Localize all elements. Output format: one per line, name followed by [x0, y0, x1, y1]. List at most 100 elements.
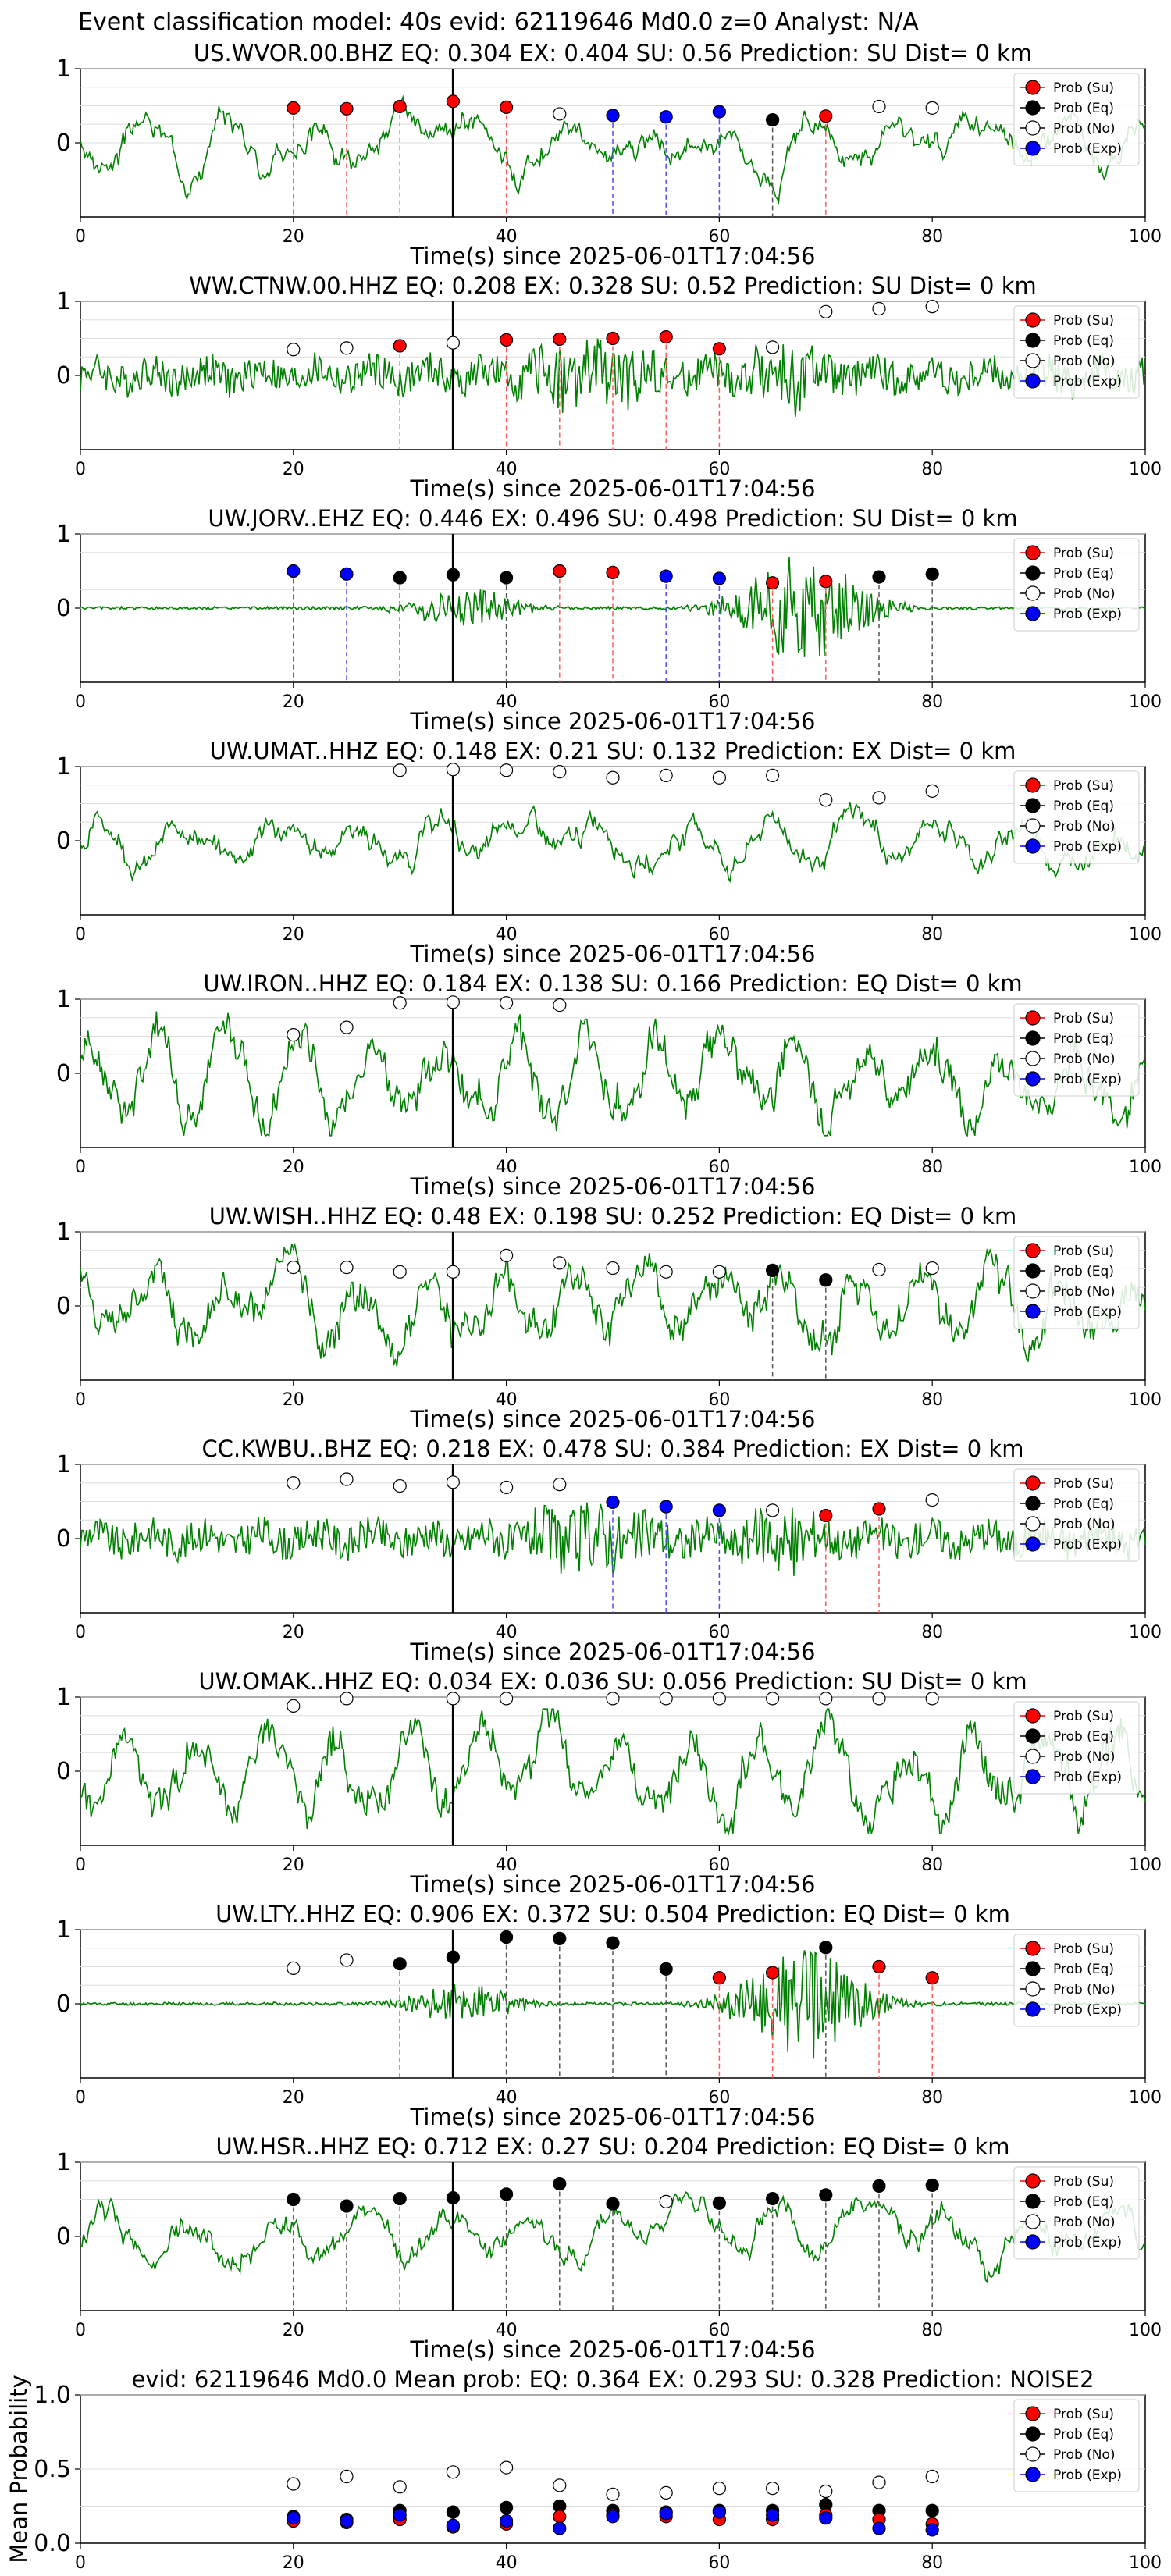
legend-box: [1013, 1468, 1140, 1562]
legend-label-eq: Prob (Eq): [1053, 2194, 1114, 2210]
mean-point-exp: [446, 2518, 461, 2532]
x-tick-label: 20: [283, 1623, 304, 1642]
legend-label-su: Prob (Su): [1053, 778, 1114, 794]
x-tick-label: 60: [708, 692, 730, 712]
prob-point-eq: [925, 2178, 939, 2193]
waveform-trace: [80, 338, 1146, 418]
legend-marker-exp: [1025, 1304, 1041, 1319]
prob-point-su: [819, 1508, 833, 1523]
prob-point-su: [393, 99, 407, 114]
panel-title: CC.KWBU..BHZ EQ: 0.218 EX: 0.478 SU: 0.3…: [202, 1436, 1024, 1462]
prob-point-no: [446, 1265, 461, 1279]
legend-label-eq: Prob (Eq): [1053, 566, 1114, 582]
y-tick-label: 1: [56, 55, 71, 83]
prob-point-eq: [553, 2176, 567, 2191]
legend-marker-no: [1025, 1981, 1041, 1997]
mean-point-exp: [553, 2521, 567, 2535]
prob-point-no: [872, 99, 886, 114]
legend-marker-eq: [1025, 565, 1041, 581]
legend-label-eq: Prob (Eq): [1053, 2427, 1114, 2443]
station-panel: WW.CTNW.00.HHZ EQ: 0.208 EX: 0.328 SU: 0…: [56, 272, 1162, 502]
station-panel: UW.WISH..HHZ EQ: 0.48 EX: 0.198 SU: 0.25…: [56, 1203, 1162, 1432]
x-tick-label: 80: [921, 2088, 943, 2108]
x-tick-label: 80: [921, 2321, 943, 2340]
prob-point-eq: [287, 2192, 301, 2207]
mean-point-no: [446, 2465, 461, 2479]
x-tick-label: 100: [1129, 1856, 1162, 1875]
legend-label-exp: Prob (Exp): [1053, 141, 1122, 157]
mean-point-no: [553, 2478, 567, 2492]
x-tick-label: 60: [708, 1623, 730, 1642]
legend-box: [1013, 2166, 1140, 2260]
waveform-trace: [80, 1949, 1146, 2059]
prob-point-no: [446, 1475, 461, 1489]
legend-label-no: Prob (No): [1053, 1749, 1116, 1765]
prob-point-no: [287, 1260, 301, 1275]
mean-point-exp: [872, 2521, 886, 2535]
mean-point-exp: [393, 2508, 407, 2522]
prob-point-no: [340, 341, 354, 355]
prob-point-exp: [659, 110, 673, 124]
y-tick-label: 0.5: [34, 2456, 71, 2483]
mean-point-su: [553, 2510, 567, 2524]
x-tick-label: 60: [708, 1390, 730, 1410]
x-tick-label: 80: [921, 692, 943, 712]
legend-label-su: Prob (Su): [1053, 2174, 1114, 2190]
x-axis-label: Time(s) since 2025-06-01T17:04:56: [410, 2104, 816, 2130]
legend-marker-exp: [1025, 1071, 1041, 1087]
y-tick-label: 0: [56, 1758, 71, 1785]
legend-marker-exp: [1025, 373, 1041, 389]
legend-marker-no: [1025, 2214, 1041, 2229]
prob-point-no: [393, 996, 407, 1010]
y-tick-label: 1: [56, 288, 71, 315]
mean-point-exp: [499, 2514, 514, 2528]
prob-point-no: [393, 1265, 407, 1279]
prob-point-no: [925, 1493, 939, 1507]
legend-label-exp: Prob (Exp): [1053, 607, 1122, 622]
x-tick-label: 0: [75, 692, 86, 712]
waveform-trace: [80, 1708, 1146, 1836]
legend-label-su: Prob (Su): [1053, 313, 1114, 329]
legend-label-exp: Prob (Exp): [1053, 1770, 1122, 1785]
prob-point-no: [287, 343, 301, 357]
x-tick-label: 20: [283, 925, 304, 945]
prob-point-no: [340, 1953, 354, 1967]
prob-point-no: [287, 1961, 301, 1975]
y-tick-label: 1: [56, 753, 71, 781]
prob-point-exp: [659, 569, 673, 583]
prob-point-no: [872, 1262, 886, 1277]
x-tick-label: 80: [921, 2553, 943, 2573]
prob-point-eq: [659, 1962, 673, 1976]
prob-point-no: [553, 1256, 567, 1270]
legend-label-eq: Prob (Eq): [1053, 1962, 1114, 1977]
legend-marker-eq: [1025, 1961, 1041, 1976]
x-tick-label: 40: [496, 692, 518, 712]
legend-label-no: Prob (No): [1053, 1517, 1116, 1532]
x-axis-label: Time(s) since 2025-06-01T17:04:56: [410, 2336, 816, 2363]
x-tick-label: 60: [708, 1856, 730, 1875]
x-tick-label: 100: [1129, 692, 1162, 712]
mean-point-exp: [287, 2511, 301, 2525]
x-tick-label: 40: [496, 925, 518, 945]
prob-point-exp: [712, 105, 727, 119]
mean-point-exp: [712, 2505, 727, 2519]
prob-point-no: [659, 768, 673, 783]
prob-point-no: [925, 784, 939, 798]
prob-point-no: [499, 1692, 514, 1706]
legend-label-eq: Prob (Eq): [1053, 799, 1114, 814]
prob-point-no: [872, 791, 886, 805]
prob-point-no: [712, 1265, 727, 1279]
legend-marker-no: [1025, 818, 1041, 834]
prob-point-eq: [446, 568, 461, 582]
legend-label-exp: Prob (Exp): [1053, 1537, 1122, 1553]
legend-label-exp: Prob (Exp): [1053, 2467, 1122, 2483]
prob-point-no: [765, 1503, 780, 1517]
legend-marker-su: [1025, 545, 1041, 560]
legend-box: [1013, 1934, 1140, 2027]
x-tick-label: 60: [708, 2088, 730, 2108]
legend-label-su: Prob (Su): [1053, 80, 1114, 96]
x-tick-label: 80: [921, 1158, 943, 1177]
y-tick-label: 0: [56, 1293, 71, 1320]
mean-point-exp: [819, 2511, 833, 2525]
